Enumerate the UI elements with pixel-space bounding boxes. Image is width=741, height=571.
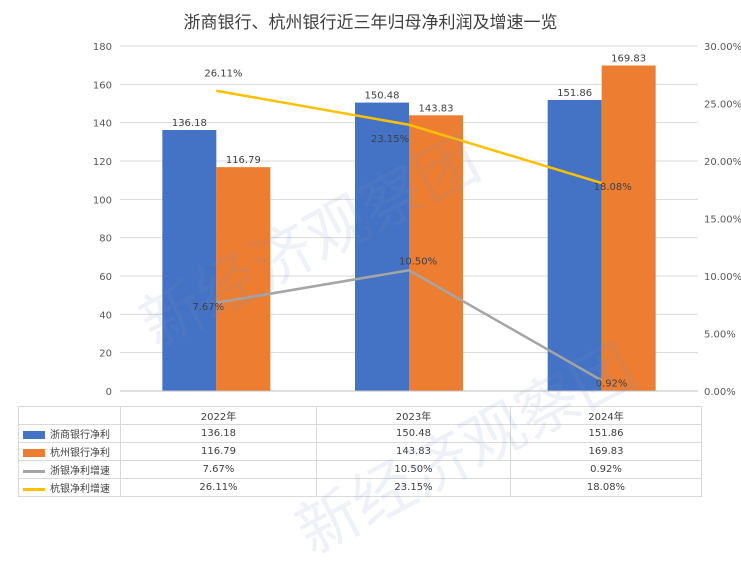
table-cell: 151.86: [510, 424, 702, 443]
table-cell: 116.79: [120, 442, 317, 461]
table-cell: 169.83: [510, 442, 702, 461]
line-series-1: [216, 268, 603, 382]
chart-title: 浙商银行、杭州银行近三年归母净利润及增速一览: [183, 13, 558, 33]
table-row: 浙银净利增速 7.67% 10.50% 0.92%: [18, 460, 702, 479]
y-tick-label: 140: [93, 119, 112, 130]
y-tick-label: 120: [93, 157, 112, 168]
table-cell: 7.67%: [120, 460, 317, 479]
bar-2-2024年: [601, 65, 656, 392]
bar-1-2022年: [162, 129, 217, 391]
legend-key: [23, 431, 45, 439]
y2-tick-label: 20.00%: [704, 157, 741, 168]
line-data-label: 7.67%: [192, 302, 224, 313]
bar-2-2023年: [409, 115, 463, 391]
bar-data-label: 150.48: [365, 91, 400, 102]
legend-key: [23, 469, 45, 473]
line-data-label: 10.50%: [399, 256, 437, 267]
bar-1-2023年: [355, 102, 409, 391]
y-tick-label: 180: [93, 42, 112, 53]
line-data-label: 0.92%: [596, 378, 628, 389]
legend-entry: 浙商银行净利: [18, 424, 121, 443]
line-data-label: 23.15%: [371, 134, 409, 145]
bar-data-label: 136.18: [172, 118, 207, 129]
legend-entry: 杭州银行净利: [18, 442, 121, 461]
bar-data-label: 143.83: [419, 103, 454, 114]
y-tick-label: 0: [106, 387, 112, 398]
table-cell: 10.50%: [316, 460, 511, 479]
bar-data-label: 169.83: [611, 53, 646, 64]
y2-tick-label: 10.00%: [704, 272, 741, 283]
y-tick-label: 60: [99, 272, 112, 283]
legend-label: 杭州银行净利: [50, 448, 110, 459]
line-series-2: [216, 89, 603, 185]
table-cell: 150.48: [316, 424, 511, 443]
table-cell: 136.18: [120, 424, 317, 443]
bar-data-label: 116.79: [226, 155, 261, 166]
y-tick-label: 20: [99, 349, 112, 360]
legend-entry: 浙银净利增速: [18, 460, 121, 479]
table-row: 浙商银行净利 136.18 150.48 151.86: [18, 424, 702, 443]
legend-label: 浙银净利增速: [50, 466, 110, 477]
data-table: 2022年 2023年 2024年 浙商银行净利 136.18 150.48 151.86 杭…: [18, 406, 702, 497]
y-tick-label: 100: [93, 195, 112, 206]
x-tick-label: 2024年: [510, 406, 702, 425]
y2-tick-label: 25.00%: [704, 100, 741, 111]
table-corner-cell: [18, 406, 121, 425]
y2-tick-label: 15.00%: [704, 215, 741, 226]
bar-data-label: 151.86: [557, 88, 592, 99]
table-cell: 143.83: [316, 442, 511, 461]
table-header-row: 2022年 2023年 2024年: [18, 406, 702, 425]
line-data-label: 26.11%: [204, 69, 242, 80]
y2-tick-label: 5.00%: [704, 330, 736, 341]
table-cell: 0.92%: [510, 460, 702, 479]
bar-1-2024年: [547, 99, 602, 391]
bar-2-2022年: [216, 167, 271, 391]
line-data-label: 18.08%: [594, 182, 632, 193]
legend-label: 杭银净利增速: [50, 484, 110, 495]
chart-plot: 0 20 40 60 80 100 120 140 160 180 0.00% 5.00% 10.00%…: [93, 42, 741, 398]
table-row: 杭州银行净利 116.79 143.83 169.83: [18, 442, 702, 461]
y-tick-label: 80: [99, 234, 112, 245]
x-tick-label: 2023年: [316, 406, 511, 425]
y-tick-label: 160: [93, 80, 112, 91]
y2-tick-label: 0.00%: [704, 387, 736, 398]
legend-key: [23, 449, 45, 457]
x-tick-label: 2022年: [120, 406, 317, 425]
y2-tick-label: 30.00%: [704, 42, 741, 53]
y-tick-label: 40: [99, 310, 112, 321]
legend-label: 浙商银行净利: [50, 430, 110, 441]
